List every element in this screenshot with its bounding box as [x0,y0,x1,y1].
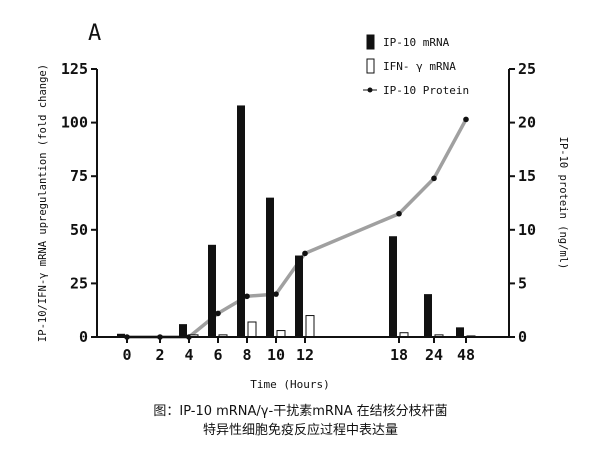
x-tick-label: 0 [122,346,131,364]
x-tick-label: 8 [242,346,251,364]
x-tick-label: 48 [457,346,475,364]
x-tick-label: 2 [155,346,164,364]
bar-ip-10-mrna [389,236,397,337]
right-tick-label: 10 [518,221,536,239]
legend-swatch-ifn-mrna [366,58,375,74]
bar-ifn-mrna [305,315,315,338]
figure-caption-line-1: 图：IP-10 mRNA/γ-干扰素mRNA 在结核分枝杆菌 [153,404,448,419]
bar-ip-10-mrna [117,333,125,337]
data-point-ip-10-protein [273,291,279,297]
left-tick-label: 125 [61,60,88,78]
x-tick-label: 6 [213,346,222,364]
data-point-ip-10-protein [396,210,402,217]
panel-label: A [88,21,101,46]
legend: IP-10 mRNA IFN- γ mRNA IP-10 Protein [363,34,469,97]
right-tick-label: 20 [518,114,536,132]
plot-area [117,105,476,340]
bar-ifn-mrna [247,321,257,338]
data-point-ip-10-protein [244,293,250,300]
bar-ip-10-mrna [179,324,187,337]
bar-ip-10-mrna [295,255,303,337]
right-tick-label: 5 [518,274,527,292]
data-point-ip-10-protein [215,310,221,317]
bar-ip-10-mrna [266,197,274,337]
x-axis-ticks: 0 2 4 6 8 10 12 18 24 48 [122,337,475,364]
x-axis-label: Time (Hours) [250,378,329,391]
right-tick-label: 15 [518,167,536,185]
right-axis-ticks: 0 5 10 15 20 25 [509,60,536,346]
x-tick-label: 12 [296,346,314,364]
left-tick-label: 0 [79,328,88,346]
bar-ip-10-mrna [208,244,216,337]
legend-label-ip-10-mrna: IP-10 mRNA [383,36,450,49]
y2-axis-label: IP-10 protein (ng/ml) [557,137,569,270]
bar-ip-10-mrna [424,294,432,337]
x-tick-label: 24 [425,346,443,364]
x-tick-label: 10 [267,346,285,364]
right-tick-label: 25 [518,60,536,78]
legend-label-ip-10-protein: IP-10 Protein [383,84,469,97]
bar-ip-10-mrna [456,327,464,337]
data-point-ip-10-protein [302,250,308,257]
y-axis-label: IP-10/IFN-γ mRNA upregulantion (fold cha… [37,64,49,342]
data-point-ip-10-protein [431,175,437,182]
legend-label-ifn-mrna: IFN- γ mRNA [383,60,456,73]
left-tick-label: 50 [70,221,88,239]
legend-swatch-dot [367,87,373,93]
x-tick-label: 18 [390,346,408,364]
left-tick-label: 100 [61,114,88,132]
legend-swatch-ip-10-mrna [366,34,375,50]
bar-ip-10-mrna [237,105,245,337]
left-tick-label: 25 [70,274,88,292]
right-tick-label: 0 [518,328,527,346]
data-point-ip-10-protein [463,116,469,123]
figure-caption-line-2: 特异性细胞免疫反应过程中表达量 [202,423,398,438]
x-tick-label: 4 [184,346,193,364]
left-tick-label: 75 [70,167,88,185]
left-axis-ticks: 0 25 50 75 100 125 [61,60,97,346]
